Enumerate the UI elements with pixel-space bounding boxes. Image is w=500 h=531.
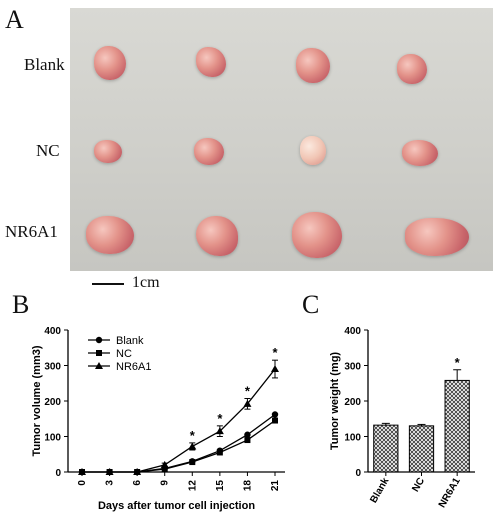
legend-label-nr6a1: NR6A1 [116, 361, 151, 373]
tumor-nr6a1-4 [405, 218, 469, 256]
legend-marker-blank [95, 336, 103, 344]
panel-label-b: B [12, 290, 30, 319]
panel-label-a: A [5, 5, 24, 34]
significance-star: * [272, 345, 278, 360]
volume-y-tick-label: 0 [55, 468, 61, 479]
data-point-nc [272, 417, 278, 424]
significance-star: * [245, 384, 251, 399]
weight-y-axis-label: Tumor weight (mg) [329, 352, 341, 451]
legend-marker-nr6a1 [95, 362, 103, 369]
data-point-nc [216, 449, 223, 456]
volume-x-tick-label: 21 [270, 480, 281, 492]
panel-label-c: C [302, 290, 320, 319]
legend-label-blank: Blank [116, 335, 144, 347]
volume-x-tick-label: 6 [132, 480, 143, 486]
volume-x-tick-label: 0 [77, 480, 88, 486]
volume-y-axis-label: Tumor volume (mm3) [31, 345, 43, 456]
bar-nr6a1 [444, 379, 470, 473]
data-point-blank [244, 431, 251, 438]
tumor-blank-1 [94, 46, 126, 80]
volume-x-tick-label: 12 [187, 480, 198, 492]
volume-x-tick-label: 9 [160, 480, 171, 486]
data-point-nr6a1 [215, 427, 224, 435]
scale-bar [92, 283, 124, 285]
data-point-nr6a1 [243, 399, 252, 407]
volume-x-axis-label: Days after tumor cell injection [98, 500, 255, 512]
data-point-nr6a1 [78, 468, 86, 475]
data-point-nc [161, 466, 168, 473]
data-point-blank [271, 411, 279, 418]
volume-y-tick-label: 300 [44, 362, 61, 373]
significance-star: * [455, 355, 461, 370]
weight-x-tick-label-nr6a1: NR6A1 [437, 476, 463, 510]
tumor-blank-3 [296, 48, 330, 83]
significance-star: * [217, 411, 223, 426]
data-point-nc [244, 437, 251, 444]
tumor-nc-4 [402, 140, 438, 166]
weight-y-tick-label: 100 [344, 433, 361, 444]
tumor-blank-4 [397, 54, 427, 84]
weight-y-tick-label: 400 [344, 326, 361, 337]
legend-label-nc: NC [116, 348, 132, 360]
data-point-nr6a1 [160, 460, 169, 468]
tumor-nr6a1-3 [292, 212, 342, 258]
weight-x-tick-label-blank: Blank [368, 476, 391, 505]
volume-x-tick-label: 18 [242, 480, 253, 492]
legend-marker-nc [96, 350, 102, 356]
weight-y-tick-label: 0 [355, 468, 361, 479]
volume-x-tick-label: 15 [215, 480, 226, 492]
weight-y-tick-label: 300 [344, 362, 361, 373]
series-line-nr6a1 [82, 368, 276, 473]
weight-x-tick-label-nc: NC [410, 476, 427, 494]
row-label-blank: Blank [24, 55, 65, 74]
scale-bar-label: 1cm [132, 274, 160, 291]
significance-star: * [190, 428, 196, 443]
row-label-nr6a1: NR6A1 [5, 222, 58, 241]
tumor-photo [70, 8, 493, 271]
weight-y-tick-label: 200 [344, 397, 361, 408]
tumor-nc-2 [194, 138, 224, 165]
row-label-nc: NC [36, 141, 60, 160]
volume-y-tick-label: 200 [44, 397, 61, 408]
data-point-nr6a1 [105, 468, 114, 475]
volume-y-tick-label: 400 [44, 326, 61, 337]
tumor-nc-3 [300, 136, 326, 165]
data-point-nc [189, 459, 196, 466]
tumor-nc-1 [94, 140, 122, 163]
series-line-blank [82, 413, 276, 473]
data-point-nr6a1 [271, 365, 279, 373]
data-point-nr6a1 [133, 468, 142, 475]
tumor-nr6a1-1 [86, 216, 134, 254]
bar-nc [408, 425, 435, 473]
volume-x-tick-label: 3 [105, 480, 116, 486]
volume-y-tick-label: 100 [44, 433, 61, 444]
tumor-blank-2 [196, 47, 226, 77]
data-point-nr6a1 [188, 442, 197, 450]
tumor-nr6a1-2 [196, 216, 238, 256]
bar-blank [373, 424, 399, 473]
